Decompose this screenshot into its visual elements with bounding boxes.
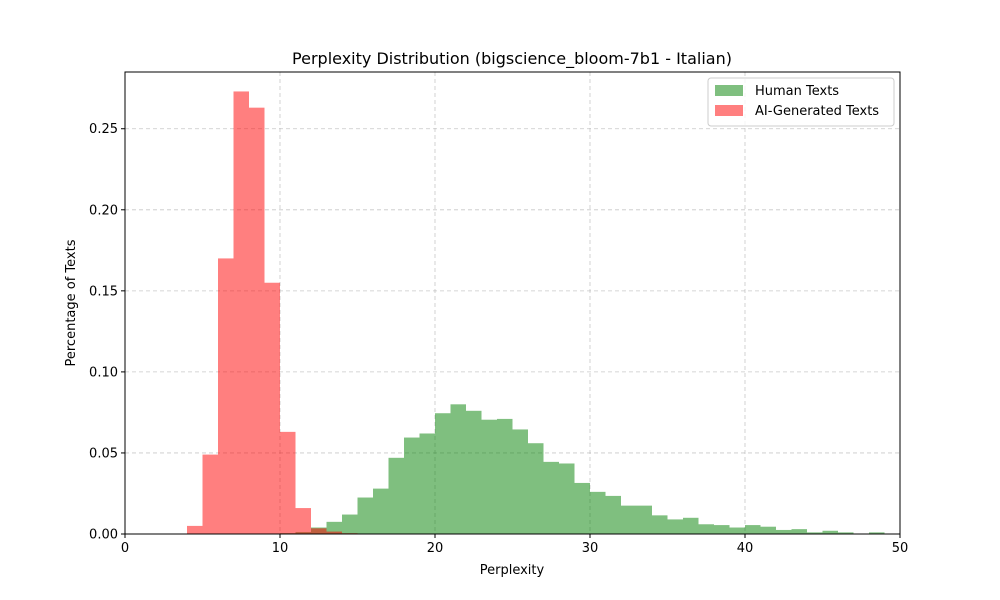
ai-generated-texts-bar (233, 91, 249, 534)
ai-generated-texts-bar (295, 508, 311, 534)
human-texts-bar (822, 530, 838, 534)
human-texts-bar (559, 463, 575, 534)
x-tick-label: 50 (892, 541, 909, 556)
human-texts-bar (404, 437, 420, 534)
human-texts-bar (326, 521, 342, 534)
y-tick-label: 0.20 (89, 203, 118, 218)
ai-generated-texts-bar (218, 258, 234, 534)
ai-generated-texts-bar (326, 531, 342, 534)
human-texts-bar (807, 532, 823, 534)
x-axis-ticks: 0 10 20 30 40 50 (121, 534, 908, 556)
y-tick-label: 0.00 (89, 528, 118, 543)
human-texts-bar (838, 532, 854, 534)
human-texts-bar (590, 491, 606, 534)
human-texts-bar (435, 413, 451, 534)
human-texts-bar (543, 461, 559, 534)
legend-label-ai: AI-Generated Texts (755, 104, 879, 119)
human-texts-bar (636, 505, 652, 534)
legend-label-human: Human Texts (755, 84, 839, 99)
ai-generated-texts-bar (187, 525, 203, 534)
y-axis-ticks: 0.00 0.05 0.10 0.15 0.20 0.25 (89, 122, 125, 543)
human-texts-bar (512, 429, 528, 534)
y-axis-label: Percentage of Texts (64, 239, 79, 366)
human-texts-bar (714, 525, 730, 534)
bars (187, 91, 885, 535)
human-texts-bar (574, 482, 590, 534)
y-tick-label: 0.10 (89, 365, 118, 380)
human-texts-bar (388, 457, 404, 534)
human-texts-bar (791, 529, 807, 534)
human-texts-bar (466, 410, 482, 534)
ai-generated-texts-bar (202, 454, 218, 534)
human-texts-bar (497, 418, 513, 534)
legend: Human Texts AI-Generated Texts (707, 77, 895, 127)
human-texts-bar (776, 529, 792, 534)
human-texts-bar (419, 433, 435, 534)
ai-generated-texts-bar (264, 282, 280, 534)
human-texts-bar (621, 505, 637, 534)
human-texts-bar (745, 525, 761, 534)
ai-generated-texts-bar (249, 107, 265, 535)
human-texts-bar (652, 515, 668, 534)
x-tick-label: 30 (582, 541, 599, 556)
human-texts-bar (342, 514, 358, 534)
y-tick-label: 0.05 (89, 446, 118, 461)
plot-frame (124, 71, 901, 535)
x-axis-label: Perplexity (480, 563, 545, 578)
human-texts-bar (869, 532, 885, 534)
ai-generated-texts-bar (280, 431, 296, 534)
chart-title: Perplexity Distribution (bigscience_bloo… (292, 49, 732, 69)
human-texts-bar (667, 519, 683, 534)
human-texts-bar (605, 495, 621, 534)
x-tick-label: 10 (272, 541, 289, 556)
human-texts-bar (729, 527, 745, 534)
legend-box (707, 77, 895, 127)
human-texts-bar (760, 526, 776, 534)
x-tick-label: 20 (427, 541, 444, 556)
human-texts-bar (481, 419, 497, 534)
human-texts-bar (373, 488, 389, 534)
human-texts-bar (357, 497, 373, 534)
human-texts-bar (698, 524, 714, 534)
human-texts-bar (528, 443, 544, 534)
y-tick-label: 0.25 (89, 122, 118, 137)
legend-swatch-human (715, 85, 743, 96)
legend-swatch-ai (715, 105, 743, 116)
human-texts-bar (683, 517, 699, 534)
x-tick-label: 40 (737, 541, 754, 556)
x-tick-label: 0 (121, 541, 129, 556)
ai-generated-texts-bar (311, 528, 327, 534)
human-texts-bar (450, 404, 466, 534)
y-tick-label: 0.15 (89, 284, 118, 299)
